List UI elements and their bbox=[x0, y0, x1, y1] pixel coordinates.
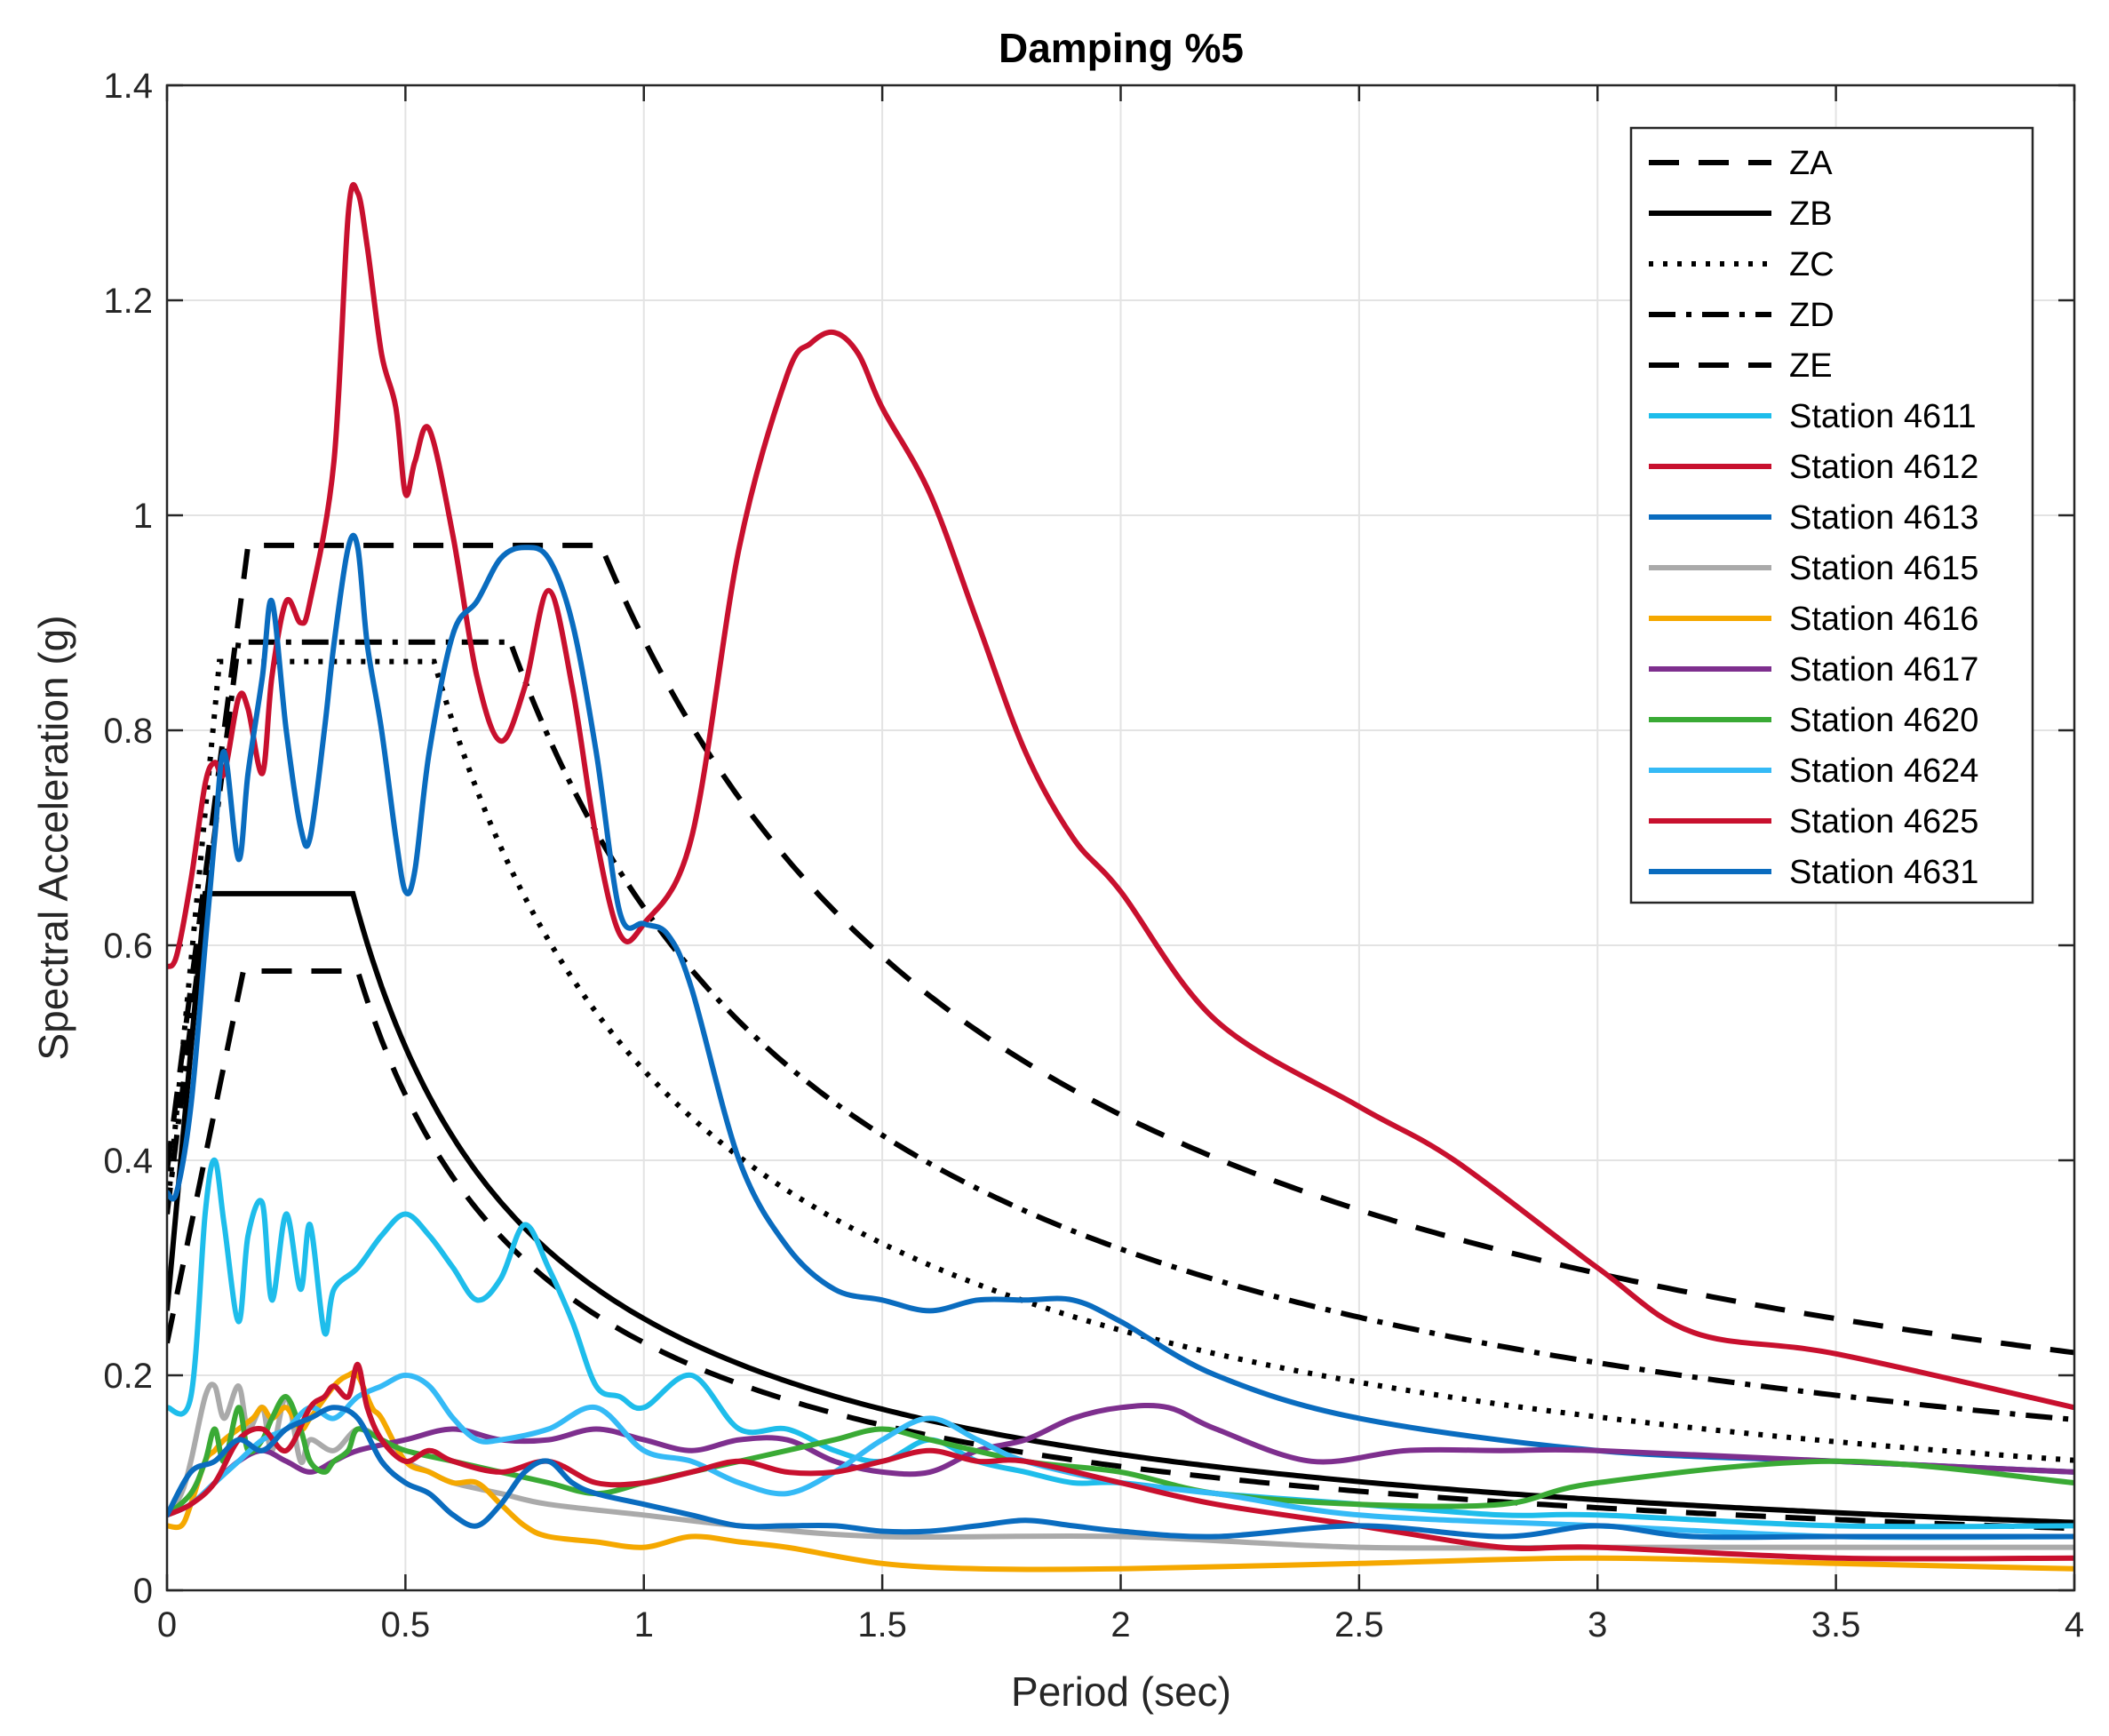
series-station-4625 bbox=[167, 1361, 2074, 1562]
design-spectrum-zb bbox=[167, 890, 2074, 1525]
x-tick-label: 1 bbox=[634, 1605, 654, 1644]
y-tick-label: 0.6 bbox=[103, 927, 153, 966]
y-tick-label: 1.2 bbox=[103, 282, 153, 321]
legend-label: Station 4613 bbox=[1789, 499, 1978, 537]
x-tick-label: 0 bbox=[157, 1605, 177, 1644]
legend-label: Station 4624 bbox=[1789, 753, 1978, 790]
legend-label: ZE bbox=[1789, 347, 1833, 385]
legend-label: Station 4615 bbox=[1789, 550, 1978, 587]
y-tick-label: 0.2 bbox=[103, 1357, 153, 1396]
legend-label: ZA bbox=[1789, 145, 1833, 182]
data-series bbox=[167, 181, 2074, 1573]
axis-ticks: 0 0.5 1 1.5 2 2.5 3 3.5 4 0 0.2 0.4 0.6 0.8 1 1.2 1.4 bbox=[103, 67, 2084, 1644]
x-tick-label: 2.5 bbox=[1334, 1605, 1384, 1644]
legend-label: Station 4617 bbox=[1789, 651, 1978, 689]
y-tick-label: 0 bbox=[133, 1572, 153, 1611]
design-spectrum-zd bbox=[167, 639, 2074, 1422]
legend-label: Station 4620 bbox=[1789, 702, 1978, 739]
x-tick-label: 3.5 bbox=[1811, 1605, 1861, 1644]
legend-label: Station 4616 bbox=[1789, 601, 1978, 638]
y-axis-label: Spectral Acceleration (g) bbox=[30, 615, 76, 1060]
chart-title: Damping %5 bbox=[999, 25, 1244, 71]
legend: ZA ZB ZC ZD ZE Station 4611 Station 4612 Statio… bbox=[1629, 126, 2034, 904]
y-tick-label: 0.4 bbox=[103, 1142, 153, 1181]
y-tick-label: 1 bbox=[133, 497, 153, 536]
design-spectrum-zc bbox=[167, 658, 2074, 1463]
x-tick-label: 4 bbox=[2065, 1605, 2084, 1644]
series-station-4616 bbox=[167, 1369, 2074, 1573]
x-tick-label: 1.5 bbox=[857, 1605, 907, 1644]
legend-label: ZD bbox=[1789, 297, 1834, 334]
x-tick-label: 0.5 bbox=[381, 1605, 431, 1644]
design-spectrum-ze bbox=[167, 542, 2074, 1356]
y-tick-label: 0.8 bbox=[103, 712, 153, 751]
series-station-4631 bbox=[167, 1405, 2074, 1541]
legend-label: Station 4625 bbox=[1789, 803, 1978, 840]
legend-label: ZB bbox=[1789, 195, 1833, 233]
series-station-4617 bbox=[167, 1403, 2074, 1518]
series-station-4612 bbox=[167, 181, 2074, 1411]
x-tick-label: 3 bbox=[1588, 1605, 1607, 1644]
legend-label: Station 4612 bbox=[1789, 449, 1978, 486]
x-axis-label: Period (sec) bbox=[1011, 1668, 1231, 1715]
x-tick-label: 2 bbox=[1110, 1605, 1130, 1644]
legend-label: Station 4631 bbox=[1789, 854, 1978, 891]
legend-label: ZC bbox=[1789, 246, 1834, 283]
series-station-4613 bbox=[167, 532, 2074, 1475]
plot-frame bbox=[165, 84, 2076, 1592]
legend-label: Station 4611 bbox=[1789, 398, 1977, 435]
design-spectrum-za bbox=[167, 968, 2074, 1532]
y-tick-label: 1.4 bbox=[103, 67, 153, 106]
